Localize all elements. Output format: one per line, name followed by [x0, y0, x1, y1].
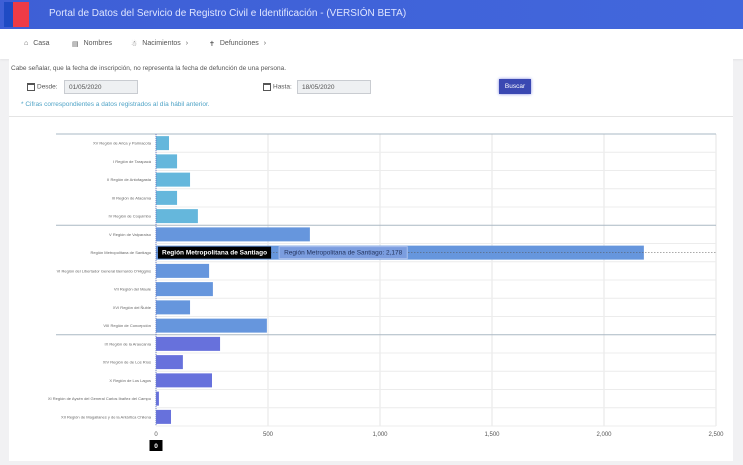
- bar: [156, 263, 210, 278]
- y-category-label: IV Región de Coquimbo: [109, 214, 152, 219]
- hasta-input[interactable]: 18/05/2020: [297, 80, 371, 94]
- bar: [156, 355, 183, 370]
- nav-defunciones-label: Defunciones: [219, 40, 259, 47]
- y-category-label: VI Región del Libertador General Bernard…: [57, 268, 151, 273]
- y-category-label: VII Región del Maule: [114, 287, 152, 292]
- nav-defunciones[interactable]: ✝ Defunciones ›: [209, 40, 266, 48]
- hasta-label-text: Hasta:: [273, 83, 292, 91]
- nav-casa[interactable]: ⌂ Casa: [24, 40, 50, 47]
- bar: [156, 409, 172, 424]
- baby-icon: ☃: [131, 41, 138, 48]
- chevron-right-icon: ›: [185, 40, 189, 47]
- cursor-x-label: 0: [154, 443, 158, 450]
- y-category-label: X Región de Los Lagos: [109, 378, 151, 383]
- id-card-icon: ▤: [72, 41, 79, 48]
- bar: [156, 318, 267, 333]
- y-category-label: VIII Región de Concepción: [103, 323, 151, 328]
- x-tick-label: 2,000: [596, 432, 612, 438]
- y-category-label: I Región de Tarapacá: [113, 159, 152, 164]
- bar: [156, 227, 310, 242]
- y-category-label: XIV Región de de Los Ríos: [103, 360, 151, 365]
- bar: [156, 190, 178, 205]
- calendar-icon: [27, 83, 35, 91]
- y-category-label: V Región de Valparaíso: [109, 232, 152, 237]
- app-header: Portal de Datos del Servicio de Registro…: [0, 0, 743, 29]
- bar: [156, 391, 159, 406]
- bar: [156, 336, 221, 351]
- x-tick-label: 0: [154, 432, 158, 438]
- bar: [156, 172, 191, 187]
- note-text: Cabe señalar, que la fecha de inscripció…: [11, 65, 286, 72]
- y-category-label: IX Región de la Araucanía: [105, 341, 152, 346]
- nav-nacimientos-label: Nacimientos: [142, 40, 181, 47]
- y-category-label: Región Metropolitana de Santiago: [91, 250, 152, 255]
- y-category-label: XV Región de Arica y Parinacota: [93, 141, 152, 146]
- bar: [156, 373, 212, 388]
- cursor-label-box: [158, 246, 272, 259]
- home-icon: ⌂: [24, 40, 29, 47]
- y-category-label: XVI Región del Ñuble: [113, 305, 152, 310]
- bar: [156, 136, 169, 151]
- cifras-note: * Cifras correspondientes a datos regist…: [21, 101, 210, 108]
- x-tick-label: 1,500: [484, 432, 500, 438]
- app-title: Portal de Datos del Servicio de Registro…: [49, 8, 407, 19]
- y-category-label: XI Región de Aysén del General Carlos Ib…: [48, 396, 152, 401]
- desde-input[interactable]: 01/05/2020: [64, 80, 138, 94]
- x-tick-label: 500: [263, 432, 274, 438]
- divider: [9, 116, 733, 117]
- tooltip-box: [278, 246, 408, 260]
- nav-casa-label: Casa: [33, 40, 50, 47]
- chevron-right-icon: ›: [263, 40, 267, 47]
- desde-label-text: Desde:: [37, 83, 58, 91]
- y-category-label: XII Región de Magallanes y de la Antárti…: [61, 414, 152, 419]
- bar: [156, 209, 198, 224]
- nav-nombres-label: Nombres: [83, 40, 113, 47]
- nav-nacimientos[interactable]: ☃ Nacimientos ›: [131, 40, 188, 48]
- x-tick-label: 1,000: [372, 432, 388, 438]
- x-tick-label: 2,500: [708, 432, 724, 438]
- tooltip-text: Región Metropolitana de Santiago: 2,178: [284, 250, 403, 257]
- bar: [156, 282, 213, 297]
- cursor-label: Región Metropolitana de Santiago: [162, 250, 267, 257]
- logo[interactable]: [4, 2, 29, 27]
- bar: [156, 154, 178, 169]
- desde-label: Desde:: [27, 83, 58, 91]
- y-category-label: II Región de Antofagasta: [107, 177, 152, 182]
- hasta-label: Hasta:: [263, 83, 292, 91]
- content-card: [9, 59, 733, 461]
- calendar-icon: [263, 83, 271, 91]
- cursor-x-label-box: [149, 440, 163, 451]
- y-category-label: III Región de Atacama: [112, 195, 152, 200]
- cross-icon: ✝: [209, 41, 215, 48]
- bar: [156, 300, 191, 315]
- buscar-button[interactable]: Buscar: [499, 79, 531, 94]
- nav-nombres[interactable]: ▤ Nombres: [72, 40, 112, 48]
- nav-bar: ⌂ Casa ▤ Nombres ☃ Nacimientos › ✝ Defuncione…: [0, 29, 743, 59]
